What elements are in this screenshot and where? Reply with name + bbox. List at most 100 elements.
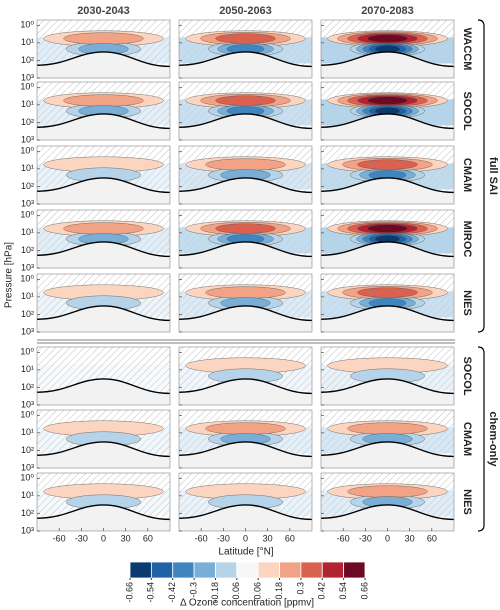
lower-region xyxy=(37,441,170,468)
panel xyxy=(37,146,170,204)
positive-blob xyxy=(347,422,428,435)
colorbar-tick-label: 0.3 xyxy=(295,582,305,595)
lower-region xyxy=(321,441,454,468)
y-tick-label: 10⁰ xyxy=(20,146,34,156)
x-tick-label: -30 xyxy=(217,533,230,543)
row-label: CMAM xyxy=(461,422,473,456)
colorbar-cell xyxy=(172,561,195,579)
panel xyxy=(179,410,312,468)
panel xyxy=(179,146,312,204)
x-tick-label: 60 xyxy=(143,533,153,543)
x-tick-label: 60 xyxy=(285,533,295,543)
tropopause xyxy=(37,441,170,458)
column-title: 2070-2083 xyxy=(361,5,414,17)
colorbar-cell xyxy=(279,561,302,579)
colorbar-tick-label: -0.18 xyxy=(210,582,220,603)
positive-blob xyxy=(367,34,408,43)
lower-region xyxy=(179,241,312,268)
panel xyxy=(37,210,170,268)
x-tick-label: -30 xyxy=(75,533,88,543)
tropopause xyxy=(179,51,312,68)
y-tick-label: 10¹ xyxy=(21,364,34,374)
lower-region xyxy=(321,51,454,78)
row-label: SOCOL xyxy=(461,91,473,130)
y-tick-label: 10³ xyxy=(21,462,34,472)
tropopause xyxy=(37,504,170,521)
lower-region xyxy=(37,177,170,204)
lower-region xyxy=(37,51,170,78)
lower-region xyxy=(321,113,454,140)
colorbar-tick-label: 0.42 xyxy=(317,582,327,600)
colorbar-cell xyxy=(215,561,238,579)
panel xyxy=(37,473,170,531)
x-tick-label: 30 xyxy=(121,533,131,543)
colorbar-tick-label: 0.54 xyxy=(338,582,348,600)
x-tick-label: 0 xyxy=(101,533,106,543)
x-tick-label: -60 xyxy=(337,533,350,543)
panel xyxy=(37,20,170,78)
panel xyxy=(321,146,454,204)
tropopause xyxy=(321,504,454,521)
row-label: WACCM xyxy=(461,28,473,71)
colorbar-cell xyxy=(193,561,216,579)
panel xyxy=(321,20,454,78)
panel-frame xyxy=(178,346,313,406)
y-tick-label: 10¹ xyxy=(21,427,34,437)
panel-frame xyxy=(320,209,455,269)
colorbar-cell xyxy=(236,561,259,579)
y-tick-label: 10¹ xyxy=(21,227,34,237)
tropopause xyxy=(179,378,312,395)
y-tick-label: 10¹ xyxy=(21,163,34,173)
y-tick-label: 10⁰ xyxy=(20,82,34,92)
tropopause xyxy=(179,177,312,194)
panel-frame xyxy=(36,19,171,79)
lower-region xyxy=(179,177,312,204)
row-label: MIROC xyxy=(461,221,473,258)
panel-frame xyxy=(36,273,171,333)
positive-blob xyxy=(357,287,418,298)
panel xyxy=(321,473,454,531)
lower-region xyxy=(321,504,454,531)
group-label: chem-only xyxy=(487,411,499,467)
lower-region xyxy=(37,504,170,531)
panel-frame xyxy=(320,81,455,141)
panel xyxy=(321,210,454,268)
y-tick-label: 10² xyxy=(21,245,34,255)
panel-frame xyxy=(320,409,455,469)
tropopause xyxy=(37,113,170,130)
panel-frame xyxy=(36,81,171,141)
panel-frame xyxy=(36,409,171,469)
tropopause xyxy=(179,504,312,521)
colorbar-tick-label: -0.3 xyxy=(188,582,198,598)
tropopause xyxy=(37,177,170,194)
colorbar-cell xyxy=(343,561,366,579)
panel xyxy=(179,20,312,78)
positive-blob xyxy=(357,159,418,170)
x-tick-label: -30 xyxy=(359,533,372,543)
lower-region xyxy=(321,305,454,332)
positive-blob xyxy=(367,96,408,105)
tropopause xyxy=(179,241,312,258)
y-tick-label: 10² xyxy=(21,55,34,65)
row-label: SOCOL xyxy=(461,356,473,395)
panel-frame xyxy=(178,81,313,141)
panel-frame xyxy=(320,273,455,333)
y-tick-label: 10³ xyxy=(21,72,34,82)
positive-blob xyxy=(63,94,144,107)
panel-frame xyxy=(178,409,313,469)
y-tick-label: 10⁰ xyxy=(20,410,34,420)
y-tick-label: 10¹ xyxy=(21,37,34,47)
positive-blob xyxy=(205,158,286,171)
panel-frame xyxy=(36,209,171,269)
panel xyxy=(321,274,454,332)
panel xyxy=(179,473,312,531)
x-tick-label: 0 xyxy=(243,533,248,543)
colorbar-tick-label: -0.06 xyxy=(231,582,241,603)
lower-region xyxy=(37,305,170,332)
x-axis-label: Latitude [°N] xyxy=(218,547,273,558)
y-tick-label: 10⁰ xyxy=(20,274,34,284)
positive-blob xyxy=(215,223,276,234)
panel xyxy=(321,410,454,468)
y-tick-label: 10³ xyxy=(21,399,34,409)
